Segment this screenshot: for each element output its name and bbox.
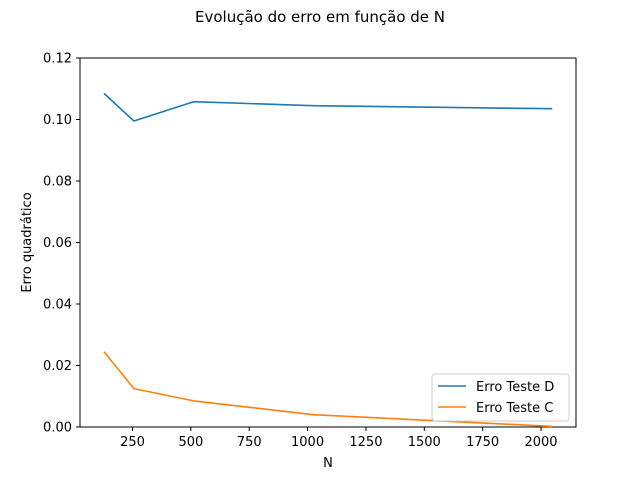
x-tick-label: 1750 bbox=[466, 435, 499, 450]
plot-area: 250 500 750 1000 1250 1500 1750 2000 0.000.020.… bbox=[43, 52, 577, 450]
chart-title: Evolução do erro em função de N bbox=[195, 8, 445, 26]
x-tick-label: 750 bbox=[237, 435, 262, 450]
x-axis-label: N bbox=[323, 456, 333, 471]
x-tick-label: 500 bbox=[178, 435, 203, 450]
x-tick-label: 1000 bbox=[291, 435, 324, 450]
y-tick-label: 0.12 bbox=[43, 52, 72, 67]
x-tick-label: 250 bbox=[120, 435, 145, 450]
y-tick-label: 0.02 bbox=[43, 359, 72, 374]
series-layer bbox=[103, 92, 553, 428]
y-axis-label: Erro quadrático bbox=[20, 192, 35, 292]
x-tick-label: 1250 bbox=[349, 435, 382, 450]
y-tick-label: 0.10 bbox=[43, 113, 72, 128]
x-tick-label: 2000 bbox=[524, 435, 557, 450]
y-tick-label: 0.08 bbox=[43, 175, 72, 190]
y-tick-label: 0.00 bbox=[43, 421, 72, 436]
legend-label: Erro Teste C bbox=[476, 401, 553, 416]
legend: Erro Teste D Erro Teste C bbox=[431, 373, 570, 422]
y-tick-label: 0.06 bbox=[43, 236, 72, 251]
x-axis-ticks: 250 500 750 1000 1250 1500 1750 2000 bbox=[120, 427, 558, 450]
series-line-erro-teste-d bbox=[103, 92, 553, 122]
x-tick-label: 1500 bbox=[408, 435, 441, 450]
plot-frame bbox=[79, 57, 577, 428]
legend-box bbox=[431, 373, 570, 422]
y-tick-label: 0.04 bbox=[43, 298, 72, 313]
legend-label: Erro Teste D bbox=[476, 380, 554, 395]
series-line-erro-teste-c bbox=[103, 351, 553, 428]
y-axis-ticks: 0.00 0.02 0.04 0.06 0.08 0.10 0.12 bbox=[43, 52, 80, 436]
